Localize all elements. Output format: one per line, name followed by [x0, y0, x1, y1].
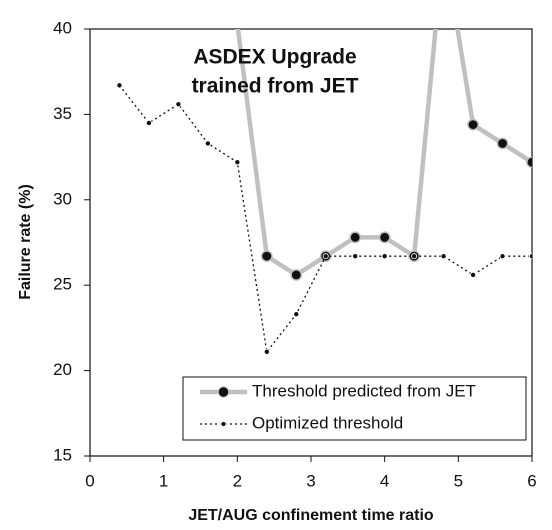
data-point	[116, 82, 123, 89]
y-tick-label: 25	[53, 275, 72, 294]
data-point	[263, 348, 270, 355]
legend	[182, 376, 527, 441]
data-point	[322, 253, 329, 260]
data-point	[204, 140, 211, 147]
x-tick-label: 0	[85, 471, 94, 490]
data-point	[467, 118, 480, 131]
x-tick-label: 2	[233, 471, 242, 490]
data-point	[496, 137, 509, 150]
data-point	[175, 101, 182, 108]
data-point	[378, 231, 391, 244]
x-tick-label: 3	[306, 471, 315, 490]
legend-marker	[220, 420, 227, 428]
y-axis-label: Failure rate (%)	[17, 184, 34, 300]
legend-label: Optimized threshold	[252, 413, 403, 432]
data-point	[352, 253, 359, 260]
x-tick-label: 6	[527, 471, 536, 490]
x-axis-label: JET/AUG confinement time ratio	[188, 507, 434, 524]
plot-area	[116, 29, 532, 355]
x-tick-label: 5	[454, 471, 463, 490]
annotation: ASDEX Upgrade	[193, 46, 356, 69]
data-point	[526, 156, 532, 169]
y-tick-label: 35	[53, 104, 72, 123]
x-tick-label: 1	[159, 471, 168, 490]
data-point	[260, 250, 273, 263]
data-point	[234, 159, 241, 166]
data-point	[381, 253, 388, 260]
data-point	[145, 119, 152, 126]
legend-label: Threshold predicted from JET	[252, 381, 476, 400]
data-point	[234, 29, 241, 30]
data-point	[529, 253, 532, 260]
y-tick-label: 40	[53, 18, 72, 37]
data-point	[499, 253, 506, 260]
data-point	[349, 231, 362, 244]
y-tick-label: 30	[53, 189, 72, 208]
data-point	[440, 253, 447, 260]
data-point	[290, 269, 303, 281]
annotation: trained from JET	[192, 75, 359, 98]
data-point	[470, 271, 477, 278]
data-point	[411, 253, 418, 260]
legend-marker	[217, 386, 230, 398]
y-tick-label: 15	[53, 445, 72, 464]
data-point	[293, 311, 300, 318]
y-tick-label: 20	[53, 360, 72, 379]
x-tick-label: 4	[380, 471, 389, 490]
